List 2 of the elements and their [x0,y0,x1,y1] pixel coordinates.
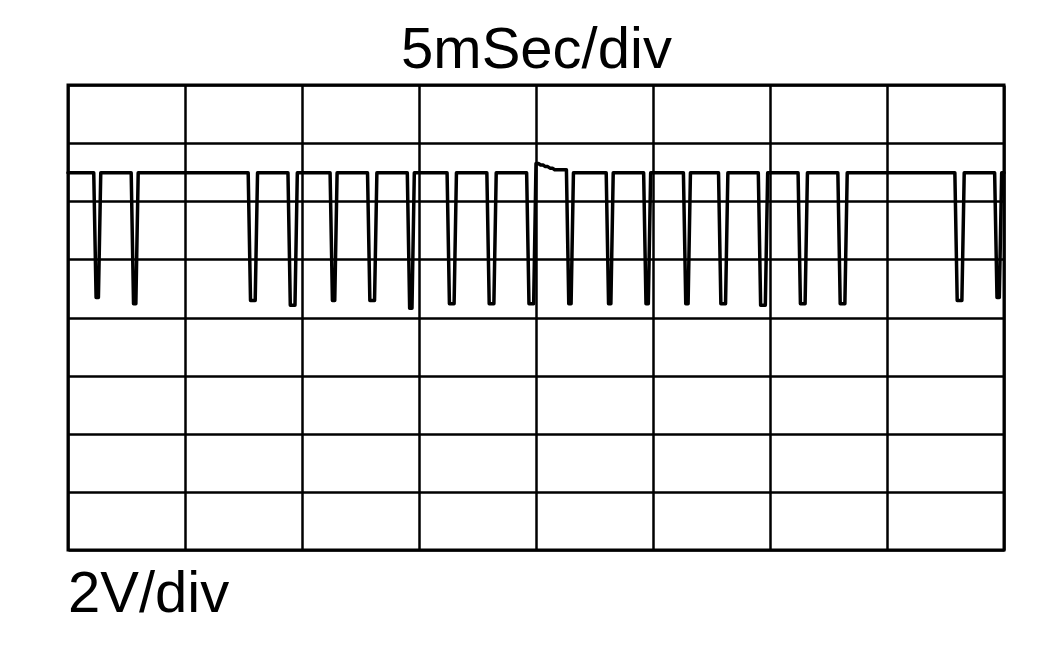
x-axis-title: 5mSec/div [401,14,672,80]
text: 2V/div [68,559,230,624]
